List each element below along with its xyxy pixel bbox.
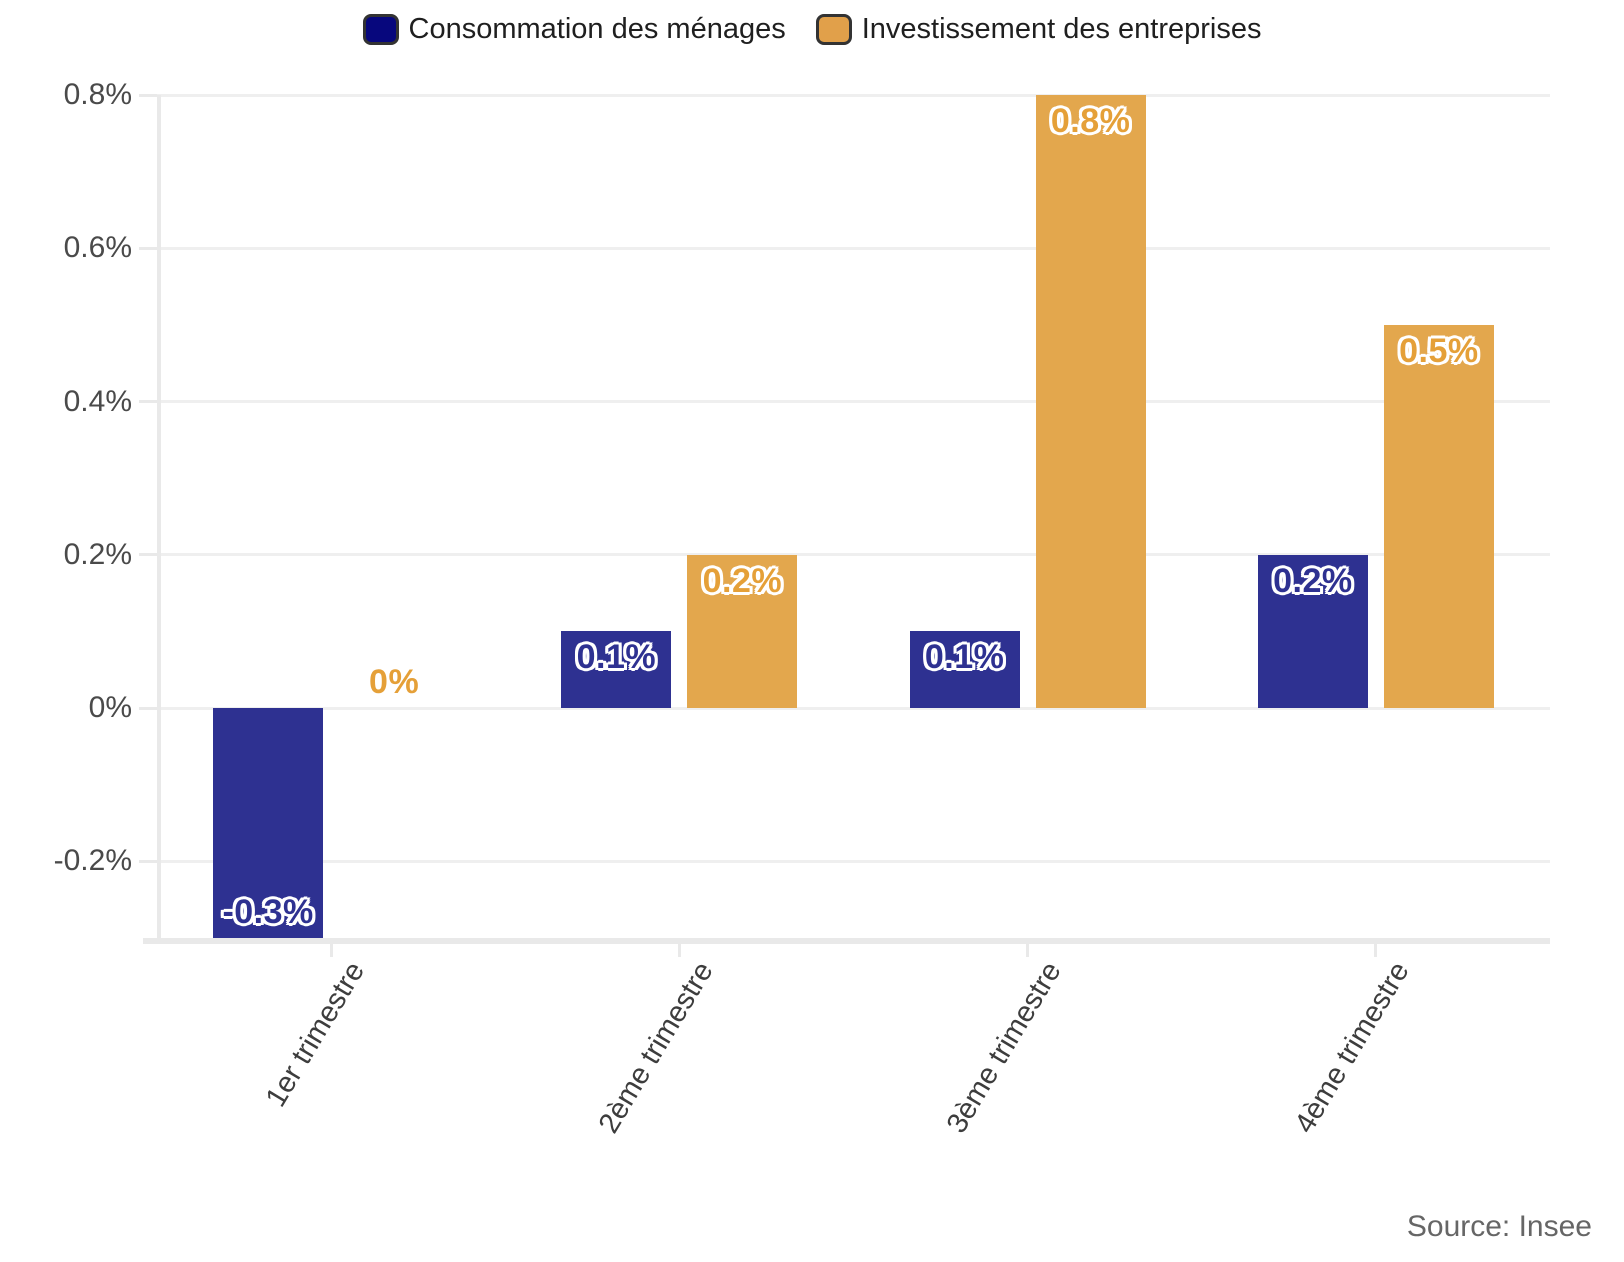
gridline [157, 93, 1550, 97]
gridline [157, 553, 1550, 557]
gridline [157, 246, 1550, 250]
gridline [157, 859, 1550, 863]
bar-consommation-q3[interactable] [909, 631, 1020, 709]
x-tick [1374, 944, 1378, 957]
bar-investissement-q3[interactable] [1035, 95, 1146, 709]
x-axis-label-q2: 2ème trimestre [592, 956, 720, 1139]
bar-label-consommation-q1: -0.3% [222, 893, 314, 931]
bar-investissement-q2[interactable] [687, 554, 798, 709]
bar-consommation-q2[interactable] [561, 631, 672, 709]
x-tick [1026, 944, 1030, 957]
y-tick [139, 706, 157, 710]
legend-item-investissement[interactable]: Investissement des entreprises [815, 12, 1262, 46]
y-axis-label: 0.4% [63, 384, 132, 418]
legend-item-consommation[interactable]: Consommation des ménages [362, 12, 786, 46]
bar-label-investissement-q1: 0% [369, 663, 420, 702]
bar-label-consommation-q3: 0.1% [924, 638, 1005, 677]
legend-label-consommation: Consommation des ménages [408, 13, 786, 45]
bar-consommation-q4[interactable] [1257, 554, 1368, 709]
y-axis-line [157, 95, 161, 944]
bar-consommation-q1[interactable] [213, 708, 324, 938]
bar-label-consommation-q2: 0.1% [576, 638, 657, 677]
y-tick [139, 553, 157, 557]
gridline [157, 400, 1550, 404]
legend-swatch-investissement [815, 13, 852, 45]
source-label: Source: Insee [1406, 1210, 1592, 1243]
y-axis-label: 0.6% [63, 231, 132, 265]
x-axis-label-q4: 4ème trimestre [1289, 956, 1417, 1139]
x-axis-label-q3: 3ème trimestre [940, 956, 1068, 1139]
bar-investissement-q4[interactable] [1383, 324, 1494, 709]
y-tick [139, 400, 157, 404]
legend-swatch-consommation [362, 13, 399, 45]
bar-label-investissement-q4: 0.5% [1399, 331, 1479, 370]
bar-label-consommation-q4: 0.2% [1273, 561, 1353, 600]
y-axis-label: -0.2% [53, 844, 132, 878]
y-tick [139, 93, 157, 97]
chart-legend: Consommation des ménages Investissement d… [0, 12, 1624, 46]
bar-label-investissement-q3: 0.8% [1050, 102, 1131, 140]
x-axis-label-q1: 1er trimestre [260, 956, 372, 1113]
bar-label-investissement-q2: 0.2% [702, 561, 783, 600]
legend-label-investissement: Investissement des entreprises [861, 13, 1262, 45]
x-tick [677, 944, 681, 957]
x-tick [329, 944, 333, 957]
y-tick [139, 859, 157, 863]
y-axis-label: 0.8% [63, 78, 132, 111]
gridline [157, 706, 1550, 710]
x-axis-line [143, 938, 1550, 944]
y-axis-label: 0% [88, 691, 132, 725]
y-tick [139, 246, 157, 250]
y-axis-label: 0.2% [63, 537, 132, 571]
